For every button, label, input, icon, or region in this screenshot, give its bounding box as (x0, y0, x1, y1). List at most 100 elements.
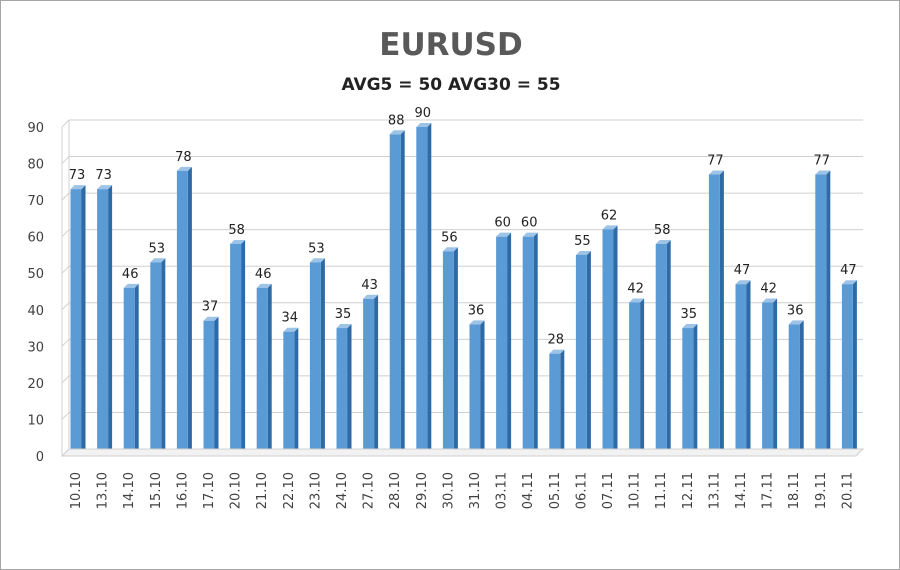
bar-front (575, 254, 587, 456)
bar-top (123, 283, 139, 288)
bar-top (203, 316, 219, 321)
x-tick-label: 12.11 (681, 472, 696, 509)
bar-side (241, 239, 246, 456)
bar-top (283, 327, 299, 332)
data-label: 35 (335, 307, 352, 322)
bar (522, 232, 538, 456)
data-label: 46 (122, 267, 139, 282)
data-label: 42 (760, 281, 777, 296)
data-label: 37 (202, 300, 219, 315)
x-tick-label: 31.10 (468, 472, 483, 509)
bar-front (496, 236, 508, 456)
bar-top (735, 280, 751, 285)
bar (762, 298, 778, 456)
x-axis: 10.10 13.10 14.10 15.10 16.10 17.10 20.10 21.10… (60, 448, 865, 509)
data-label: 47 (840, 263, 857, 278)
data-label: 60 (521, 216, 538, 231)
gridline-side (61, 156, 70, 164)
bar-side (507, 232, 512, 456)
gridline-side (61, 302, 70, 311)
data-label: 58 (654, 223, 671, 238)
data-label: 56 (441, 230, 458, 245)
y-tick-label: 30 (27, 340, 44, 355)
bar-side (374, 294, 379, 456)
bar-side (400, 130, 405, 457)
bar-top (815, 170, 831, 175)
bar (575, 250, 591, 456)
bar-top (655, 239, 671, 244)
bar (549, 349, 565, 456)
bar-side (799, 320, 804, 456)
bar-front (363, 298, 375, 456)
data-label: 88 (388, 113, 405, 128)
bar-top (416, 123, 432, 127)
bar (735, 280, 751, 456)
bar-front (150, 262, 162, 456)
x-tick-label: 30.10 (441, 472, 456, 509)
x-tick-label: 10.11 (628, 472, 643, 509)
data-label: 35 (681, 307, 698, 322)
bar (283, 327, 299, 456)
bar-front (442, 251, 454, 456)
bar-side (81, 185, 86, 456)
bar-top (176, 166, 192, 171)
y-tick-label: 0 (36, 450, 44, 465)
bar-front (735, 284, 747, 456)
x-tick-label: 20.11 (840, 472, 855, 509)
bars (70, 123, 857, 457)
gridline-side (61, 229, 70, 238)
bar (708, 170, 724, 456)
data-label: 73 (95, 168, 112, 183)
data-label: 34 (282, 311, 299, 326)
x-tick-label: 29.10 (415, 472, 430, 509)
x-tick-label: 05.11 (548, 472, 563, 509)
bar-top (708, 170, 724, 175)
bar-side (719, 170, 724, 456)
bar-front (336, 328, 348, 456)
data-label: 42 (627, 281, 644, 296)
gridline-side (61, 119, 70, 128)
bar-front (762, 302, 774, 456)
bar-top (762, 298, 778, 303)
bar-top (363, 294, 379, 299)
x-tick-label: 22.10 (282, 472, 297, 509)
bar-front (469, 324, 481, 456)
data-label: 60 (494, 216, 511, 231)
bar (788, 320, 804, 456)
bar-side (347, 324, 352, 456)
bar-top (841, 280, 857, 285)
data-label: 28 (548, 333, 565, 348)
bar-side (161, 258, 166, 456)
bar-front (70, 189, 82, 456)
bar (629, 298, 645, 456)
bar-top (230, 239, 246, 244)
bar (70, 185, 86, 456)
y-tick-label: 20 (27, 377, 44, 392)
data-label: 77 (814, 154, 831, 169)
bar-side (613, 225, 618, 456)
bar-side (480, 320, 485, 456)
bar-top (469, 320, 485, 325)
data-label: 36 (787, 303, 804, 318)
floor (60, 448, 865, 457)
bar (336, 324, 352, 456)
bar-top (496, 232, 512, 237)
data-label: 47 (734, 263, 751, 278)
bar-front (389, 134, 401, 457)
y-tick-label: 50 (27, 267, 44, 282)
bar-top (575, 250, 591, 255)
gridline-side (61, 412, 70, 420)
x-tick-label: 28.10 (388, 472, 403, 509)
bar-top (336, 324, 352, 329)
bar-front (256, 287, 268, 456)
bar-side (586, 250, 591, 456)
bar (655, 239, 671, 456)
data-label: 36 (468, 303, 485, 318)
bar-top (389, 130, 405, 135)
bar-front (203, 320, 215, 456)
bar-top (442, 247, 458, 252)
bar-front (176, 170, 188, 456)
bar (602, 225, 618, 456)
bar (389, 130, 405, 457)
bar-side (852, 280, 857, 456)
